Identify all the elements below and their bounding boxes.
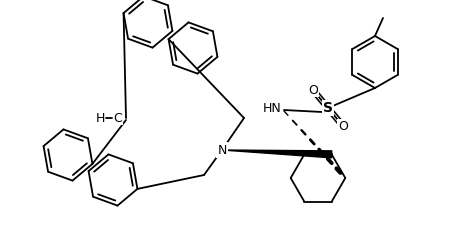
Text: S: S bbox=[322, 101, 332, 115]
Text: HN: HN bbox=[262, 102, 281, 115]
Polygon shape bbox=[221, 150, 331, 158]
Text: H: H bbox=[95, 111, 105, 124]
Text: O: O bbox=[308, 83, 317, 97]
Text: N: N bbox=[217, 144, 226, 157]
Text: O: O bbox=[337, 120, 347, 132]
Text: C: C bbox=[113, 111, 122, 124]
